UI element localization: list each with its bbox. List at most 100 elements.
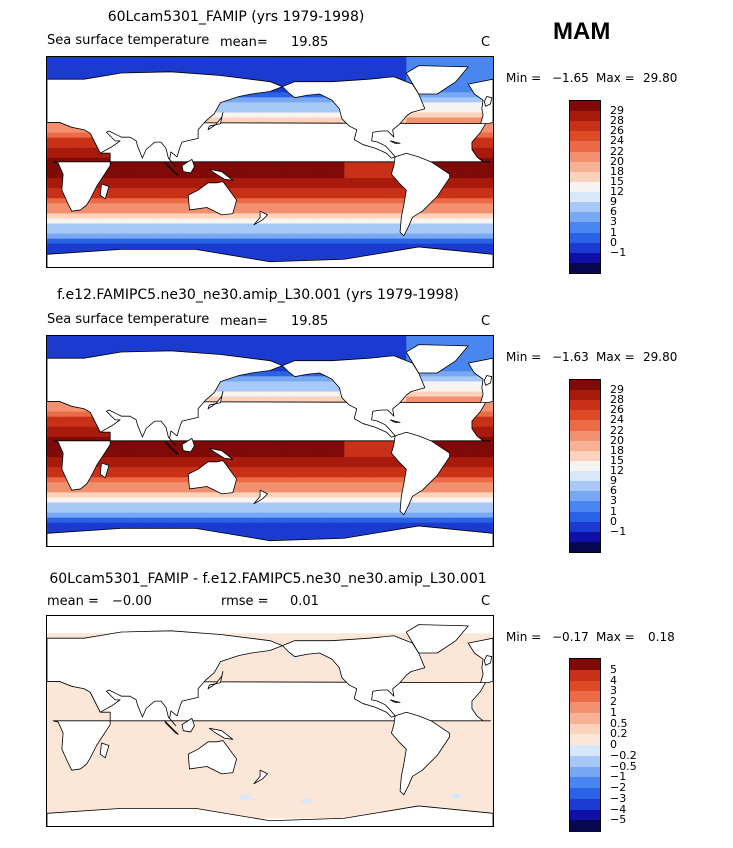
sst-cell bbox=[220, 178, 228, 184]
sst-cell bbox=[331, 233, 339, 240]
sst-cell bbox=[195, 183, 203, 189]
sst-cell bbox=[480, 441, 488, 448]
sst-cell bbox=[294, 117, 302, 124]
sst-cell bbox=[319, 178, 327, 184]
sst-cell bbox=[84, 213, 91, 220]
sst-cell bbox=[251, 178, 259, 184]
sst-cell bbox=[195, 173, 203, 179]
sst-cell bbox=[245, 452, 253, 458]
sst-cell bbox=[300, 77, 308, 83]
sst-cell bbox=[412, 336, 420, 342]
sst-cell bbox=[288, 97, 296, 104]
sst-cell bbox=[307, 72, 314, 78]
sst-cell bbox=[65, 431, 73, 438]
sst-cell bbox=[96, 188, 104, 194]
sst-cell bbox=[270, 243, 277, 250]
sst-cell bbox=[424, 97, 432, 104]
sst-cell bbox=[480, 162, 488, 169]
sst-cell bbox=[139, 346, 147, 352]
sst-cell bbox=[455, 356, 463, 362]
sst-cell bbox=[307, 336, 314, 342]
sst-cell bbox=[226, 238, 234, 245]
sst-cell bbox=[53, 447, 60, 453]
sst-cell bbox=[53, 436, 60, 443]
sst-cell bbox=[146, 336, 153, 342]
sst-cell bbox=[270, 447, 277, 453]
sst-cell bbox=[270, 67, 277, 73]
sst-cell bbox=[325, 183, 333, 189]
sst-cell bbox=[486, 441, 493, 448]
sst-cell bbox=[226, 178, 234, 184]
sst-cell bbox=[139, 178, 147, 184]
sst-cell bbox=[183, 203, 191, 209]
sst-cell bbox=[300, 238, 308, 245]
sst-cell bbox=[121, 193, 129, 199]
sst-cell bbox=[350, 447, 358, 453]
sst-cell bbox=[350, 72, 358, 78]
sst-cell bbox=[369, 193, 376, 199]
sst-cell bbox=[294, 168, 302, 174]
sst-cell bbox=[356, 441, 364, 448]
sst-cell bbox=[90, 57, 98, 63]
sst-cell bbox=[300, 198, 308, 204]
sst-cell bbox=[127, 208, 135, 215]
sst-cell bbox=[294, 188, 302, 194]
sst-cell bbox=[307, 447, 314, 453]
sst-cell bbox=[183, 243, 191, 250]
sst-cell bbox=[177, 243, 184, 250]
sst-cell bbox=[455, 112, 463, 119]
sst-cell bbox=[313, 173, 321, 179]
sst-cell bbox=[387, 346, 395, 352]
sst-cell bbox=[183, 346, 191, 352]
sst-cell bbox=[239, 193, 246, 199]
sst-cell bbox=[325, 351, 333, 357]
sst-cell bbox=[288, 198, 296, 204]
sst-cell bbox=[288, 102, 296, 109]
sst-cell bbox=[307, 97, 314, 104]
sst-cell bbox=[245, 386, 253, 393]
sst-cell bbox=[462, 92, 469, 98]
sst-cell bbox=[486, 406, 493, 413]
sst-cell bbox=[189, 168, 197, 174]
sst-cell bbox=[102, 336, 110, 342]
sst-cell bbox=[313, 253, 321, 260]
sst-cell bbox=[270, 208, 277, 215]
sst-cell bbox=[462, 233, 469, 240]
sst-cell bbox=[276, 336, 283, 342]
sst-cell bbox=[431, 198, 438, 204]
sst-cell bbox=[276, 457, 283, 463]
sst-cell bbox=[356, 198, 364, 204]
sst-cell bbox=[288, 376, 296, 383]
sst-cell bbox=[96, 203, 104, 209]
sst-cell bbox=[474, 346, 482, 352]
sst-cell bbox=[245, 198, 253, 204]
sst-cell bbox=[319, 173, 327, 179]
sst-cell bbox=[71, 233, 79, 240]
sst-cell bbox=[400, 57, 407, 63]
sst-cell bbox=[170, 67, 178, 73]
sst-cell bbox=[431, 243, 438, 250]
sst-cell bbox=[276, 72, 283, 78]
sst-cell bbox=[208, 452, 215, 458]
sst-cell bbox=[294, 381, 302, 388]
sst-cell bbox=[214, 243, 222, 250]
sst-cell bbox=[294, 376, 302, 383]
sst-cell bbox=[449, 203, 457, 209]
sst-cell bbox=[139, 336, 147, 342]
sst-cell bbox=[362, 336, 370, 342]
sst-cell bbox=[177, 173, 184, 179]
sst-cell bbox=[164, 238, 172, 245]
sst-cell bbox=[307, 203, 314, 209]
sst-cell bbox=[96, 57, 104, 63]
sst-cell bbox=[65, 157, 73, 164]
sst-cell bbox=[220, 213, 228, 220]
sst-cell bbox=[313, 97, 321, 104]
sst-cell bbox=[282, 67, 290, 73]
sst-cell bbox=[220, 67, 228, 73]
sst-cell bbox=[369, 223, 376, 230]
sst-cell bbox=[263, 193, 271, 199]
sst-cell bbox=[90, 436, 98, 443]
sst-cell bbox=[257, 228, 265, 235]
sst-cell bbox=[251, 391, 259, 398]
sst-cell bbox=[232, 183, 240, 189]
